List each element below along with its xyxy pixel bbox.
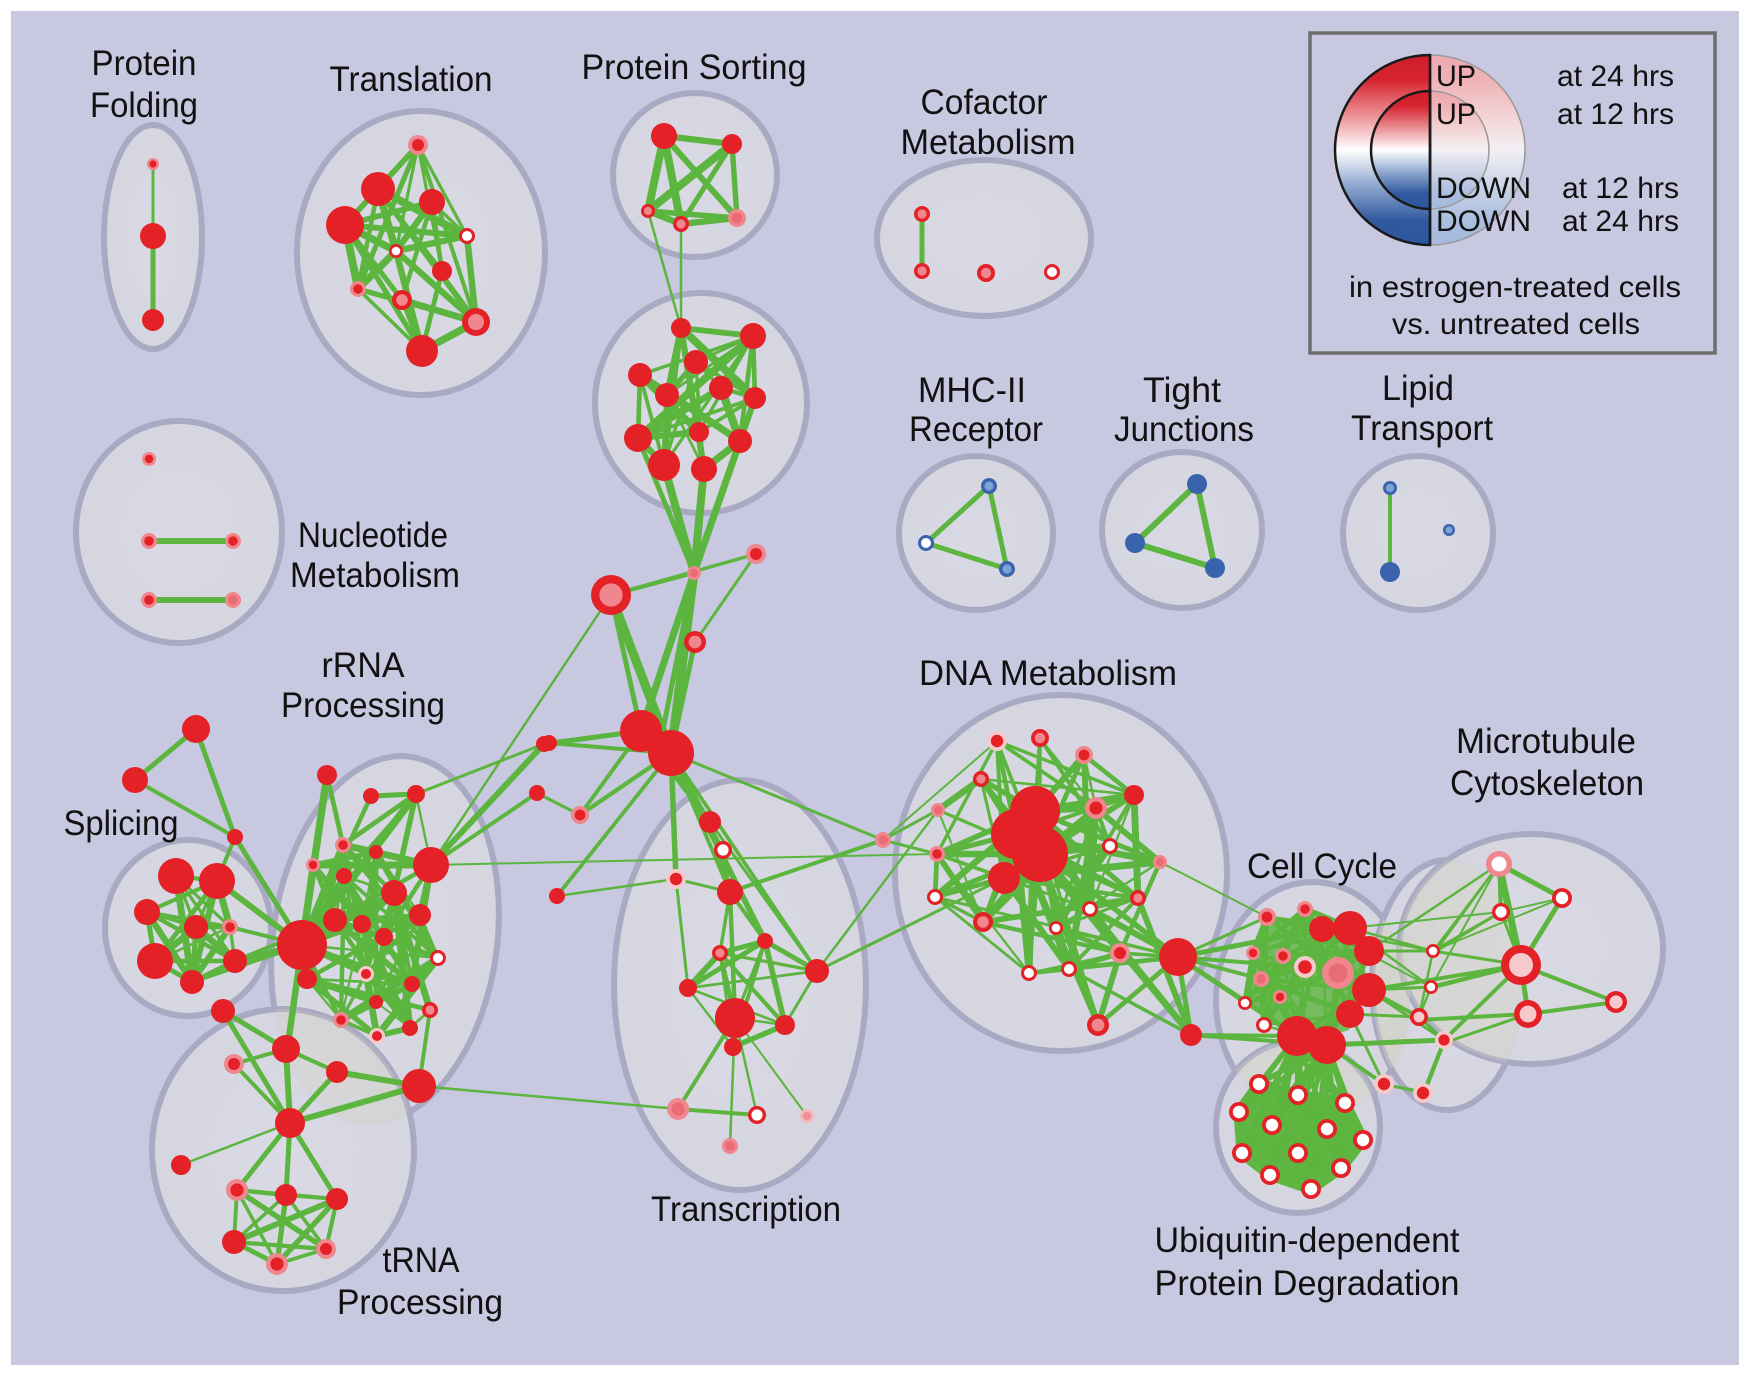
svg-text:Protein Sorting: Protein Sorting — [582, 48, 807, 87]
svg-text:Cell Cycle: Cell Cycle — [1247, 847, 1397, 886]
svg-text:in estrogen-treated cells: in estrogen-treated cells — [1349, 271, 1681, 304]
svg-text:Nucleotide: Nucleotide — [298, 516, 448, 555]
svg-text:Processing: Processing — [281, 686, 445, 725]
svg-text:Translation: Translation — [330, 60, 493, 99]
svg-text:Cytoskeleton: Cytoskeleton — [1450, 764, 1644, 803]
svg-text:Lipid: Lipid — [1382, 369, 1454, 408]
svg-text:Junctions: Junctions — [1114, 410, 1254, 449]
svg-text:Splicing: Splicing — [64, 804, 179, 843]
svg-text:Transport: Transport — [1351, 409, 1493, 448]
svg-text:UP: UP — [1436, 60, 1476, 93]
svg-text:Metabolism: Metabolism — [901, 123, 1076, 162]
svg-text:Cofactor: Cofactor — [921, 83, 1048, 122]
svg-text:Folding: Folding — [90, 86, 198, 125]
svg-text:MHC-II: MHC-II — [918, 371, 1026, 410]
svg-text:tRNA: tRNA — [383, 1241, 461, 1280]
svg-text:Microtubule: Microtubule — [1456, 722, 1636, 761]
svg-text:Tight: Tight — [1143, 371, 1221, 410]
svg-text:DOWN: DOWN — [1436, 172, 1531, 205]
svg-text:Ubiquitin-dependent: Ubiquitin-dependent — [1155, 1221, 1460, 1260]
svg-text:Receptor: Receptor — [909, 410, 1043, 449]
svg-text:Protein Degradation: Protein Degradation — [1155, 1264, 1460, 1303]
svg-text:Transcription: Transcription — [651, 1190, 841, 1229]
svg-text:vs. untreated cells: vs. untreated cells — [1392, 308, 1640, 341]
svg-text:DOWN: DOWN — [1436, 205, 1531, 238]
svg-text:Processing: Processing — [337, 1283, 503, 1322]
svg-text:DNA Metabolism: DNA Metabolism — [919, 654, 1177, 693]
svg-text:rRNA: rRNA — [322, 646, 406, 685]
svg-text:at 12 hrs: at 12 hrs — [1557, 98, 1674, 131]
svg-text:at 12 hrs: at 12 hrs — [1562, 172, 1679, 205]
svg-text:UP: UP — [1436, 98, 1476, 131]
svg-text:Metabolism: Metabolism — [290, 556, 460, 595]
svg-text:at 24 hrs: at 24 hrs — [1562, 205, 1679, 238]
svg-text:Protein: Protein — [92, 44, 197, 83]
svg-text:at 24 hrs: at 24 hrs — [1557, 60, 1674, 93]
